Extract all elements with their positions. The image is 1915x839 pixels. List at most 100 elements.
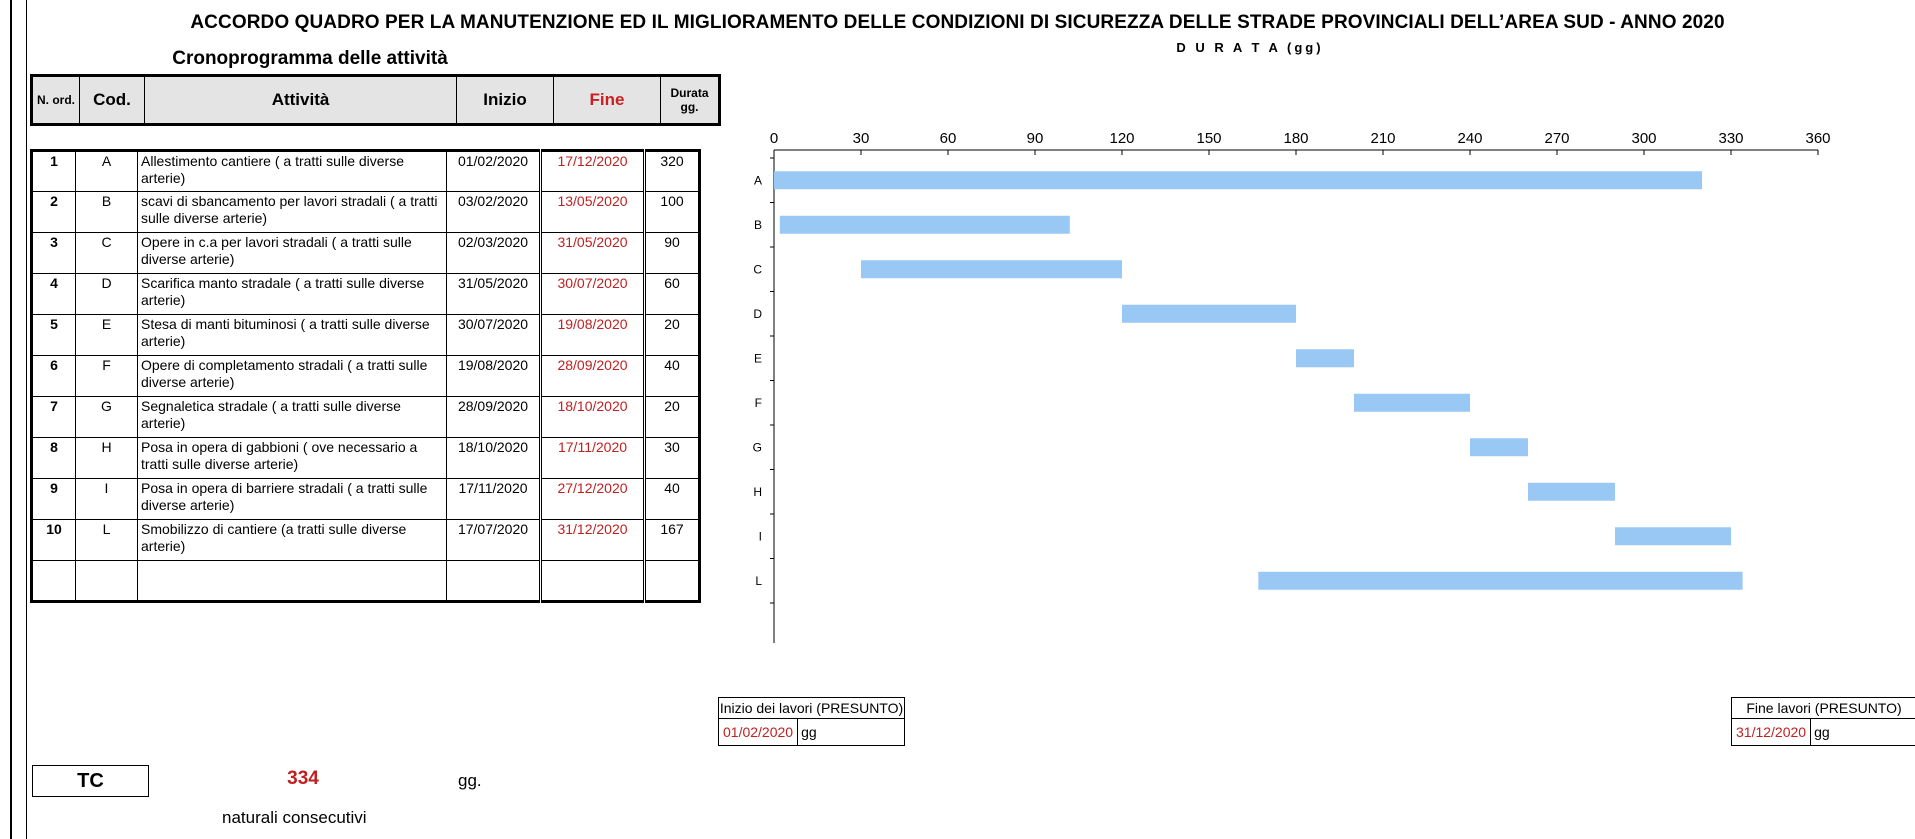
x-tick-label: 300 — [1631, 130, 1656, 147]
x-tick-label: 270 — [1544, 130, 1569, 147]
cell-attivita: Allestimento cantiere ( a tratti sulle d… — [137, 150, 447, 192]
cell-empty — [643, 560, 700, 602]
x-tick-label: 240 — [1457, 130, 1482, 147]
cell-attivita: Opere di completamento stradali ( a trat… — [137, 355, 447, 397]
start-date: 01/02/2020 — [719, 719, 799, 745]
cell-cod: A — [75, 150, 138, 192]
cell-fine: 28/09/2020 — [539, 355, 645, 397]
table-row: 1 A Allestimento cantiere ( a tratti sulle… — [31, 150, 700, 192]
table-row: 6 F Opere di completamento stradali ( a tr… — [31, 355, 700, 397]
cell-durata: 20 — [643, 314, 700, 356]
header-ord: N. ord. — [31, 75, 80, 125]
cell-attivita: Posa in opera di gabbioni ( ove necessar… — [137, 437, 447, 479]
gantt-bar — [1354, 393, 1470, 412]
y-tick-label: A — [754, 173, 762, 187]
end-date: 31/12/2020 — [1732, 719, 1812, 745]
header-cod: Cod. — [79, 75, 145, 125]
cell-fine: 31/05/2020 — [539, 232, 645, 274]
cell-durata: 20 — [643, 396, 700, 438]
cell-fine: 30/07/2020 — [539, 273, 645, 315]
header-attivita: Attività — [144, 75, 457, 125]
cell-inizio: 28/09/2020 — [446, 396, 541, 438]
x-tick-label: 330 — [1718, 130, 1743, 147]
tc-note: naturali consecutivi — [222, 808, 367, 827]
cell-durata: 40 — [643, 355, 700, 397]
table-header: N. ord. Cod. Attività Inizio Fine Durata… — [30, 74, 721, 126]
gantt-bar — [861, 260, 1122, 279]
table-row: 10 L Smobilizzo di cantiere (a tratti sull… — [31, 519, 700, 561]
x-tick-label: 30 — [853, 130, 870, 147]
cell-inizio: 30/07/2020 — [446, 314, 541, 356]
tc-label: TC — [32, 765, 149, 797]
cell-ord: 7 — [31, 396, 76, 438]
gantt-bar — [1470, 438, 1528, 457]
left-border-line — [10, 0, 12, 839]
cell-empty — [446, 560, 541, 602]
y-tick-label: F — [755, 396, 762, 410]
cell-cod: H — [75, 437, 138, 479]
table-row: 4 D Scarifica manto stradale ( a tratti su… — [31, 273, 700, 315]
gantt-bar — [1122, 304, 1296, 323]
start-label: Inizio dei lavori (PRESUNTO) — [719, 698, 904, 719]
gantt-bar — [1528, 482, 1615, 501]
y-tick-label: L — [755, 574, 762, 588]
table-row: 9 I Posa in opera di barriere stradali ( a… — [31, 478, 700, 520]
x-tick-label: 360 — [1805, 130, 1830, 147]
y-tick-label: I — [759, 529, 762, 543]
left-border-line-inner — [26, 0, 27, 839]
y-tick-label: D — [753, 307, 762, 321]
cell-attivita: Smobilizzo di cantiere (a tratti sulle d… — [137, 519, 447, 561]
cell-attivita: scavi di sbancamento per lavori stradali… — [137, 191, 447, 233]
gantt-bar — [1615, 527, 1731, 546]
cell-attivita: Opere in c.a per lavori stradali ( a tra… — [137, 232, 447, 274]
table-row: 5 E Stesa di manti bituminosi ( a tratti s… — [31, 314, 700, 356]
gantt-bar — [1258, 571, 1743, 590]
cell-fine: 13/05/2020 — [539, 191, 645, 233]
end-unit: gg — [1814, 724, 1830, 740]
cell-durata: 90 — [643, 232, 700, 274]
cell-cod: I — [75, 478, 138, 520]
x-tick-label: 60 — [940, 130, 957, 147]
cell-cod: L — [75, 519, 138, 561]
x-tick-label: 180 — [1283, 130, 1308, 147]
gantt-bar — [1296, 349, 1354, 368]
cell-attivita: Segnaletica stradale ( a tratti sulle di… — [137, 396, 447, 438]
y-tick-label: C — [753, 262, 762, 276]
tc-value: 334 — [287, 768, 319, 789]
cell-inizio: 01/02/2020 — [446, 150, 541, 192]
cell-attivita: Scarifica manto stradale ( a tratti sull… — [137, 273, 447, 315]
cell-durata: 40 — [643, 478, 700, 520]
cell-ord: 2 — [31, 191, 76, 233]
table-row-empty — [31, 560, 700, 602]
cell-cod: G — [75, 396, 138, 438]
y-tick-label: B — [754, 218, 762, 232]
x-tick-label: 120 — [1109, 130, 1134, 147]
page-subtitle: Cronoprogramma delle attività — [172, 48, 448, 69]
cell-attivita: Stesa di manti bituminosi ( a tratti sul… — [137, 314, 447, 356]
cell-durata: 320 — [643, 150, 700, 192]
cell-inizio: 03/02/2020 — [446, 191, 541, 233]
y-tick-label: E — [754, 351, 762, 365]
cell-inizio: 17/07/2020 — [446, 519, 541, 561]
cell-durata: 100 — [643, 191, 700, 233]
cell-ord: 4 — [31, 273, 76, 315]
cell-fine: 27/12/2020 — [539, 478, 645, 520]
gantt-bar — [774, 171, 1702, 190]
cell-inizio: 02/03/2020 — [446, 232, 541, 274]
cell-empty — [539, 560, 645, 602]
chart-title: D U R A T A (gg) — [1176, 40, 1324, 55]
tc-unit: gg. — [458, 771, 482, 790]
table-row: 3 C Opere in c.a per lavori stradali ( a t… — [31, 232, 700, 274]
activities-table: 1 A Allestimento cantiere ( a tratti sulle… — [30, 149, 701, 603]
table-row: 7 G Segnaletica stradale ( a tratti sulle … — [31, 396, 700, 438]
x-tick-label: 150 — [1196, 130, 1221, 147]
cell-cod: C — [75, 232, 138, 274]
cell-ord: 8 — [31, 437, 76, 479]
x-tick-label: 210 — [1370, 130, 1395, 147]
cell-fine: 19/08/2020 — [539, 314, 645, 356]
cell-empty — [137, 560, 447, 602]
page-title: ACCORDO QUADRO PER LA MANUTENZIONE ED IL… — [190, 12, 1725, 33]
start-box: Inizio dei lavori (PRESUNTO) 01/02/2020 … — [718, 697, 905, 746]
